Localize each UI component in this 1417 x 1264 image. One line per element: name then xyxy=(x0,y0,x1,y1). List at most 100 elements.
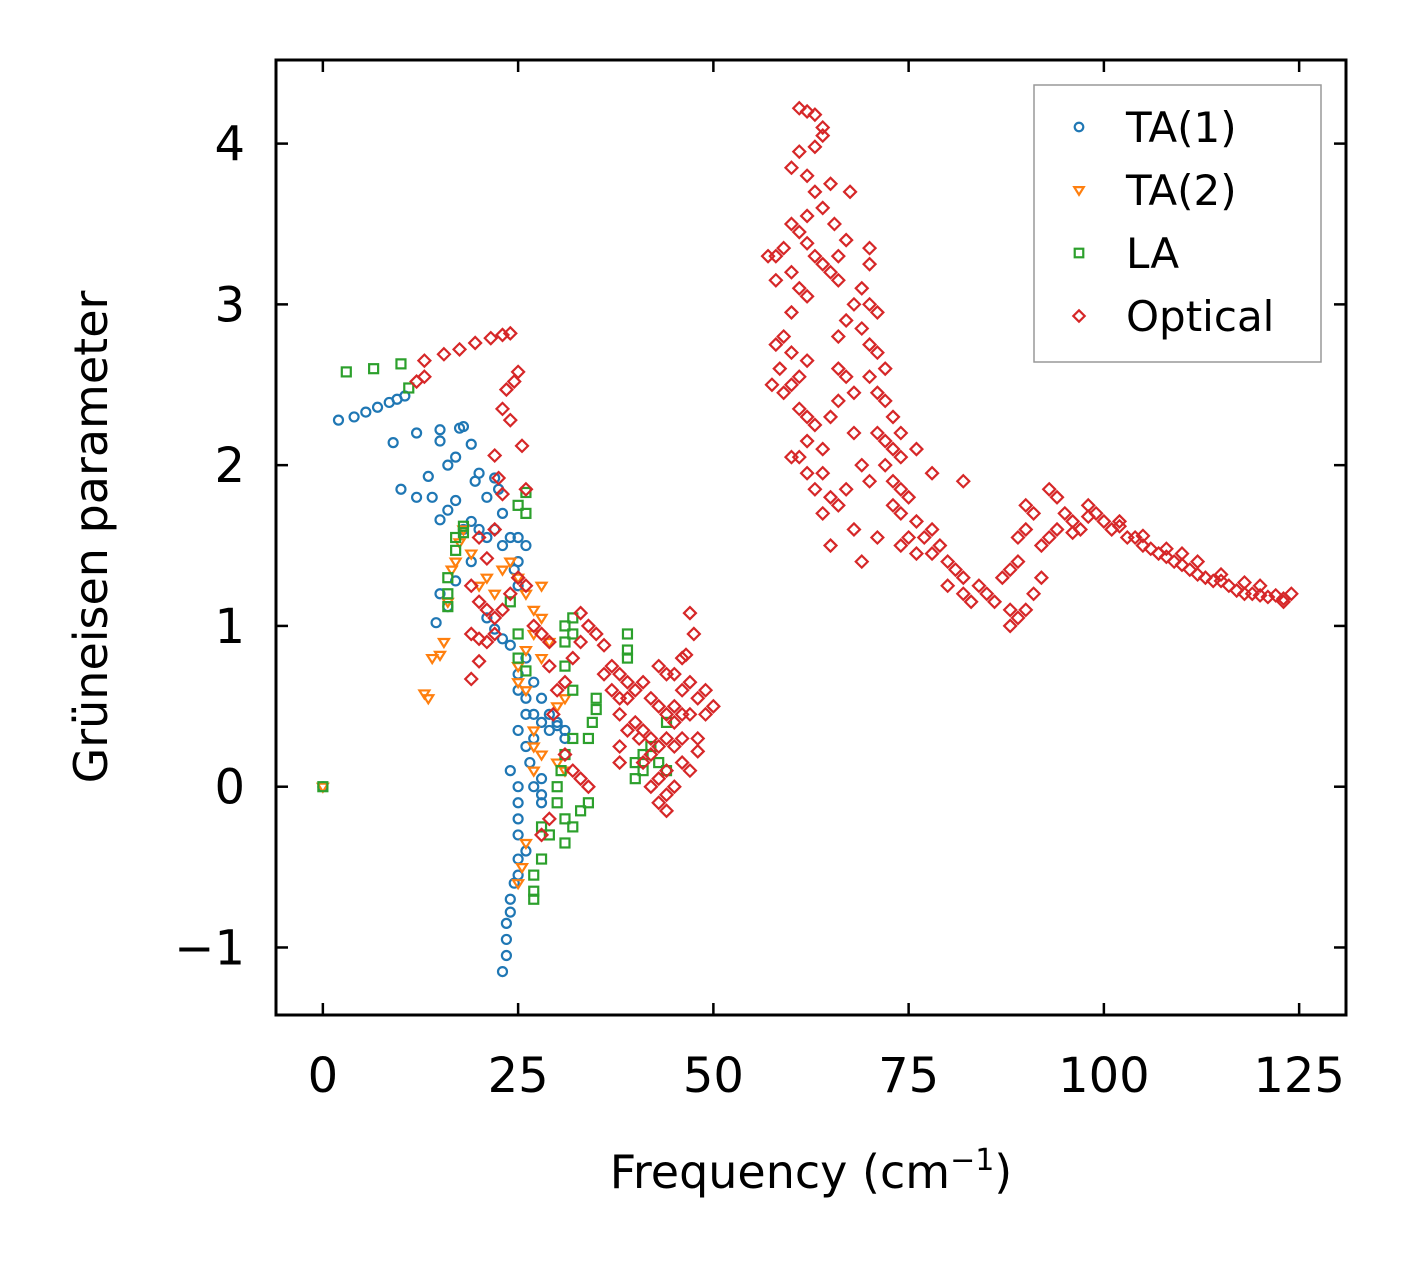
data-point xyxy=(518,686,533,698)
data-point xyxy=(619,722,636,738)
data-point xyxy=(512,531,524,544)
data-point xyxy=(799,433,815,449)
data-point xyxy=(434,435,446,447)
data-point xyxy=(690,690,706,706)
data-point xyxy=(512,797,524,809)
data-point xyxy=(504,531,516,544)
x-tick-label: 125 xyxy=(1253,1048,1345,1104)
data-point xyxy=(799,465,815,481)
data-point xyxy=(830,497,846,513)
data-point xyxy=(496,965,509,978)
data-point xyxy=(565,650,581,666)
data-point xyxy=(559,660,571,672)
data-point xyxy=(799,353,815,369)
data-point xyxy=(442,504,454,516)
data-point xyxy=(451,341,468,357)
data-point xyxy=(506,373,522,390)
data-point xyxy=(1057,505,1073,521)
data-point xyxy=(893,537,909,554)
data-point xyxy=(559,620,571,632)
data-point xyxy=(360,406,372,418)
data-point xyxy=(416,369,432,385)
data-point xyxy=(783,216,800,232)
x-tick-label: 0 xyxy=(308,1048,339,1104)
data-point xyxy=(643,690,659,706)
x-tick-label: 100 xyxy=(1058,1048,1150,1104)
data-point xyxy=(893,425,909,441)
data-point xyxy=(776,385,792,401)
data-point xyxy=(612,666,628,682)
data-point xyxy=(574,805,587,817)
data-point xyxy=(1158,541,1174,557)
data-point xyxy=(567,628,579,640)
data-point xyxy=(442,588,454,600)
data-point xyxy=(436,637,451,650)
data-point xyxy=(682,706,698,722)
data-point xyxy=(838,481,854,497)
data-point xyxy=(567,732,579,745)
data-point xyxy=(826,216,842,232)
data-point xyxy=(500,949,513,962)
data-point xyxy=(658,763,675,779)
legend: TA(1) TA(2) LA Optical xyxy=(1033,84,1322,363)
data-point xyxy=(580,779,596,795)
data-point xyxy=(651,795,667,811)
data-point xyxy=(520,708,532,720)
data-point xyxy=(565,763,581,779)
data-point xyxy=(815,465,831,481)
data-point xyxy=(559,813,571,825)
data-point xyxy=(1002,562,1018,578)
data-point xyxy=(457,527,470,539)
data-point xyxy=(619,690,636,706)
data-point xyxy=(838,312,854,329)
data-point xyxy=(534,581,549,593)
data-point xyxy=(504,893,516,905)
data-point xyxy=(481,612,493,624)
data-point xyxy=(862,256,878,272)
data-point xyxy=(955,570,971,586)
data-point xyxy=(542,637,557,650)
data-point xyxy=(666,714,682,730)
data-point xyxy=(371,401,384,413)
data-point xyxy=(862,369,878,385)
data-point xyxy=(924,546,940,562)
data-point xyxy=(471,529,487,546)
data-point xyxy=(838,232,854,248)
data-point xyxy=(512,853,524,865)
legend-label: Optical xyxy=(1126,292,1274,341)
data-point xyxy=(1260,589,1276,605)
data-point xyxy=(854,554,870,570)
data-point xyxy=(1166,554,1182,570)
data-point xyxy=(481,531,493,544)
data-point xyxy=(526,766,541,778)
data-point xyxy=(629,756,641,769)
data-point xyxy=(621,652,634,664)
data-point xyxy=(854,280,870,296)
data-point xyxy=(479,573,494,585)
data-point xyxy=(783,304,800,320)
legend-marker xyxy=(1073,247,1085,259)
data-point xyxy=(448,557,463,569)
data-point xyxy=(645,740,657,753)
data-point xyxy=(862,296,878,312)
data-point xyxy=(651,658,667,674)
data-point xyxy=(947,562,964,578)
data-point xyxy=(1213,573,1229,589)
data-point xyxy=(604,658,620,674)
data-point xyxy=(651,698,667,714)
data-point xyxy=(528,708,540,720)
data-point xyxy=(807,107,823,123)
x-tick-label: 25 xyxy=(488,1048,549,1104)
data-point xyxy=(877,433,893,449)
data-point xyxy=(457,520,470,532)
data-point xyxy=(410,491,423,503)
data-point xyxy=(1143,541,1159,557)
data-point xyxy=(940,578,956,594)
data-point xyxy=(573,605,589,621)
legend-marker xyxy=(1073,121,1085,133)
data-point xyxy=(567,612,579,624)
data-point xyxy=(528,781,540,793)
data-point xyxy=(653,756,665,769)
data-point xyxy=(822,489,839,505)
